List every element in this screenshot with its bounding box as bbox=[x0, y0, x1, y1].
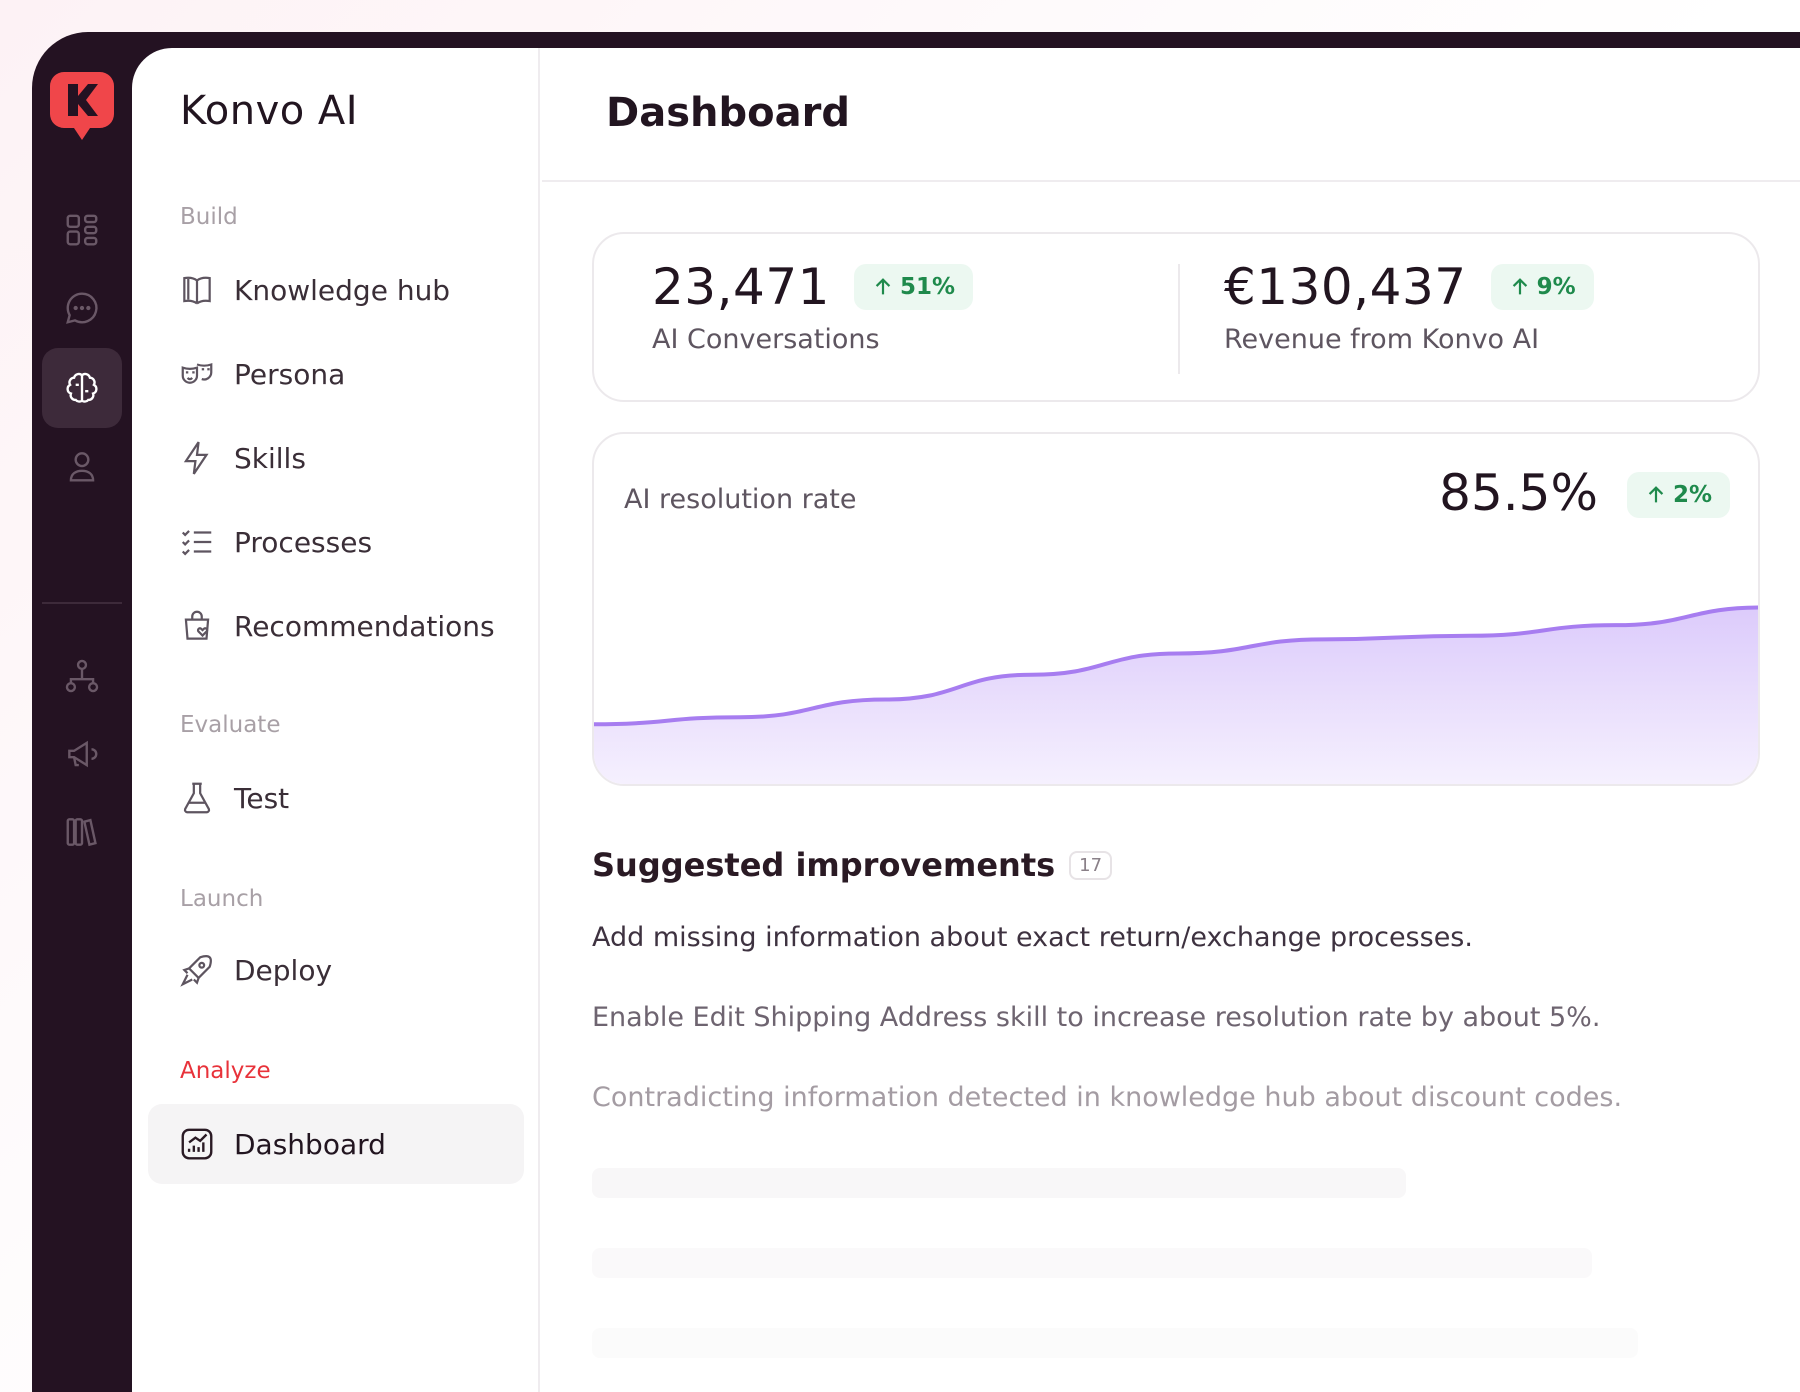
checklist-icon bbox=[181, 530, 212, 556]
stat-conversations: 23,471 51% AI Conversations bbox=[652, 258, 974, 355]
rocket-icon bbox=[180, 955, 212, 987]
brand-name: Konvo AI bbox=[180, 88, 359, 134]
rail-brain-icon[interactable] bbox=[42, 348, 122, 428]
section-analyze: Analyze bbox=[180, 1058, 271, 1084]
page-title: Dashboard bbox=[606, 90, 850, 136]
change-value: 51% bbox=[899, 274, 956, 300]
change-badge: 9% bbox=[1490, 264, 1594, 310]
chart-area bbox=[594, 607, 1758, 784]
suggestions-heading: Suggested improvements 17 bbox=[592, 846, 1113, 884]
suggestions-count: 17 bbox=[1069, 850, 1113, 880]
konvo-logo-icon[interactable] bbox=[50, 72, 114, 140]
sidebar-item-label: Processes bbox=[234, 525, 373, 559]
sidebar-item-knowledge-hub[interactable]: Knowledge hub bbox=[148, 250, 524, 330]
sidebar-item-deploy[interactable]: Deploy bbox=[148, 930, 524, 1010]
shopping-bag-heart-icon bbox=[184, 610, 210, 640]
chart-line bbox=[594, 605, 1758, 727]
sidebar-item-label: Test bbox=[234, 781, 290, 815]
sidebar-item-label: Deploy bbox=[234, 953, 333, 987]
change-badge: 2% bbox=[1626, 472, 1730, 518]
change-badge: 51% bbox=[853, 264, 974, 310]
change-value: 2% bbox=[1672, 482, 1712, 508]
suggestion-item[interactable]: Enable Edit Shipping Address skill to in… bbox=[592, 1002, 1601, 1033]
rail-chat-bubble-icon[interactable] bbox=[42, 268, 122, 348]
placeholder-row bbox=[592, 1248, 1592, 1278]
chart-value: 85.5% bbox=[1439, 464, 1598, 522]
arrow-up-icon bbox=[1512, 278, 1527, 295]
arrow-up-icon bbox=[1648, 486, 1664, 503]
sidebar-item-label: Knowledge hub bbox=[234, 273, 451, 307]
rail-megaphone-icon[interactable] bbox=[42, 714, 122, 794]
change-value: 9% bbox=[1536, 274, 1576, 300]
rail-divider bbox=[42, 602, 122, 604]
stat-revenue: €130,437 9% Revenue from Konvo AI bbox=[1224, 258, 1594, 355]
sidebar-item-processes[interactable]: Processes bbox=[148, 502, 524, 582]
book-open-icon bbox=[183, 276, 211, 305]
placeholder-row bbox=[592, 1168, 1406, 1198]
app-surface: Konvo AI Build Knowledge hub Persona Ski… bbox=[132, 48, 1800, 1392]
flask-icon bbox=[183, 782, 211, 814]
main-content: Dashboard 23,471 51% AI Conversations €1… bbox=[542, 48, 1800, 1392]
resolution-rate-card: AI resolution rate 85.5% 2% bbox=[592, 432, 1760, 786]
suggestion-item[interactable]: Add missing information about exact retu… bbox=[592, 922, 1473, 953]
sidebar-item-label: Recommendations bbox=[234, 609, 495, 643]
suggestion-item[interactable]: Contradicting information detected in kn… bbox=[592, 1082, 1623, 1113]
sidebar-item-recommendations[interactable]: Recommendations bbox=[148, 586, 524, 666]
sidebar-item-label: Persona bbox=[234, 357, 346, 391]
lightning-icon bbox=[183, 441, 209, 475]
resolution-rate-chart bbox=[594, 605, 1758, 784]
sidebar-item-label: Skills bbox=[234, 441, 306, 475]
stat-value: €130,437 bbox=[1224, 258, 1467, 316]
placeholder-row bbox=[592, 1328, 1638, 1358]
section-evaluate: Evaluate bbox=[180, 712, 281, 738]
sidebar-item-persona[interactable]: Persona bbox=[148, 334, 524, 414]
stat-label: AI Conversations bbox=[652, 324, 880, 355]
icon-rail bbox=[32, 32, 132, 1392]
sidebar-item-test[interactable]: Test bbox=[148, 758, 524, 838]
sidebar-item-skills[interactable]: Skills bbox=[148, 418, 524, 498]
rail-hierarchy-icon[interactable] bbox=[42, 636, 122, 716]
chart-growth-icon bbox=[181, 1128, 213, 1160]
rail-dashboard-grid-icon[interactable] bbox=[42, 190, 122, 270]
theater-mask-icon bbox=[181, 362, 213, 384]
rail-library-icon[interactable] bbox=[42, 792, 122, 872]
sidebar-item-dashboard[interactable]: Dashboard bbox=[148, 1104, 524, 1184]
arrow-up-icon bbox=[875, 278, 891, 295]
chart-label: AI resolution rate bbox=[624, 484, 857, 515]
suggestions-title: Suggested improvements bbox=[592, 846, 1056, 884]
page-header: Dashboard bbox=[542, 48, 1800, 182]
section-launch: Launch bbox=[180, 886, 264, 912]
sidebar: Konvo AI Build Knowledge hub Persona Ski… bbox=[132, 48, 540, 1392]
stat-label: Revenue from Konvo AI bbox=[1224, 324, 1540, 355]
stat-divider bbox=[1178, 264, 1180, 374]
rail-user-icon[interactable] bbox=[42, 426, 122, 506]
sidebar-item-label: Dashboard bbox=[234, 1127, 386, 1161]
stats-card: 23,471 51% AI Conversations €130,437 9% bbox=[592, 232, 1760, 402]
section-build: Build bbox=[180, 204, 238, 230]
stat-value: 23,471 bbox=[652, 258, 830, 316]
